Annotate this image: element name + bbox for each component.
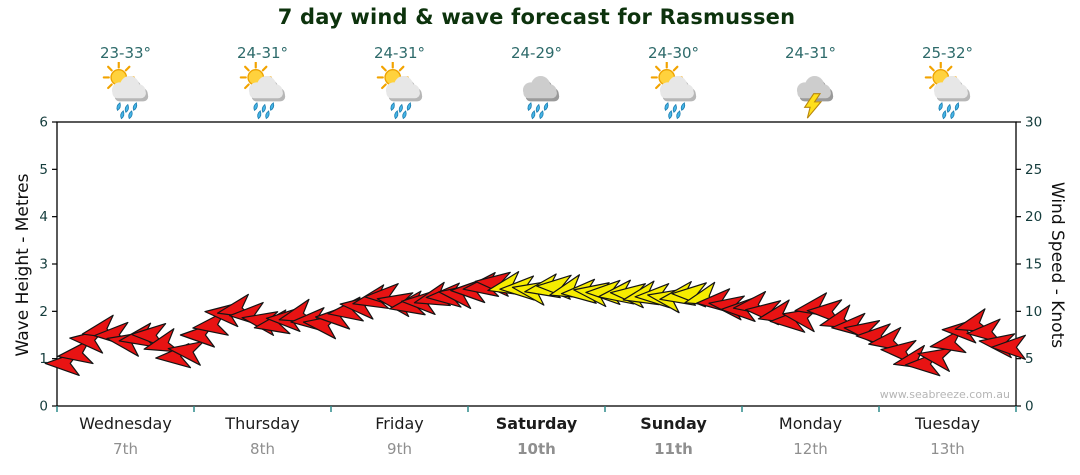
day-date-saturday: 10th (517, 440, 556, 458)
day-name-tuesday: Tuesday (914, 414, 981, 433)
sun-cloud-rain-icon (645, 61, 703, 120)
chart-title: 7 day wind & wave forecast for Rasmussen (277, 5, 796, 29)
left-tick-label: 4 (39, 209, 48, 225)
day-date-monday: 12th (793, 440, 828, 458)
right-tick-label: 20 (1025, 209, 1042, 225)
cloud-rain-icon (508, 62, 566, 120)
temp-range-monday: 24-31° (784, 44, 837, 62)
right-tick-label: 0 (1025, 399, 1034, 415)
day-date-thursday: 8th (250, 440, 275, 458)
wind-arrows-layer (44, 271, 1027, 377)
day-name-monday: Monday (778, 414, 843, 433)
temp-range-friday: 24-31° (373, 44, 426, 62)
right-tick-label: 10 (1025, 304, 1042, 320)
temp-range-sunday: 24-30° (647, 44, 700, 62)
day-name-sunday: Sunday (640, 414, 707, 433)
right-tick-label: 15 (1025, 257, 1042, 273)
day-date-sunday: 11th (654, 440, 693, 458)
day-date-tuesday: 13th (930, 440, 965, 458)
left-tick-label: 0 (39, 399, 48, 415)
wind-arrow (143, 328, 181, 353)
left-tick-label: 2 (39, 304, 48, 320)
right-tick-label: 25 (1025, 162, 1042, 178)
left-tick-label: 3 (39, 257, 48, 273)
day-date-friday: 9th (387, 440, 412, 458)
right-tick-label: 30 (1025, 115, 1042, 131)
sun-cloud-rain-icon (234, 61, 292, 120)
sun-cloud-rain-icon (919, 61, 977, 120)
day-name-thursday: Thursday (225, 414, 300, 433)
day-name-saturday: Saturday (495, 414, 578, 433)
temp-range-saturday: 24-29° (510, 44, 563, 62)
watermark: www.seabreeze.com.au (879, 388, 1010, 401)
sun-cloud-rain-icon (97, 61, 155, 120)
wind-arrow (917, 347, 955, 372)
left-tick-label: 5 (39, 162, 48, 178)
temp-range-tuesday: 25-32° (921, 44, 974, 62)
right-tick-label: 5 (1025, 351, 1034, 367)
wind-arrow (990, 334, 1027, 360)
wind-arrow (57, 339, 94, 365)
sun-cloud-rain-icon (371, 61, 429, 120)
day-name-friday: Friday (375, 414, 424, 433)
temp-range-wednesday: 23-33° (99, 44, 152, 62)
wind-arrow (167, 340, 205, 366)
temp-range-thursday: 24-31° (236, 44, 289, 62)
day-date-wednesday: 7th (113, 440, 138, 458)
plot-border (56, 121, 1017, 407)
day-name-wednesday: Wednesday (79, 414, 172, 433)
left-tick-label: 6 (39, 115, 48, 131)
cloud-lightning-icon (782, 62, 840, 120)
left-tick-label: 1 (39, 351, 48, 367)
